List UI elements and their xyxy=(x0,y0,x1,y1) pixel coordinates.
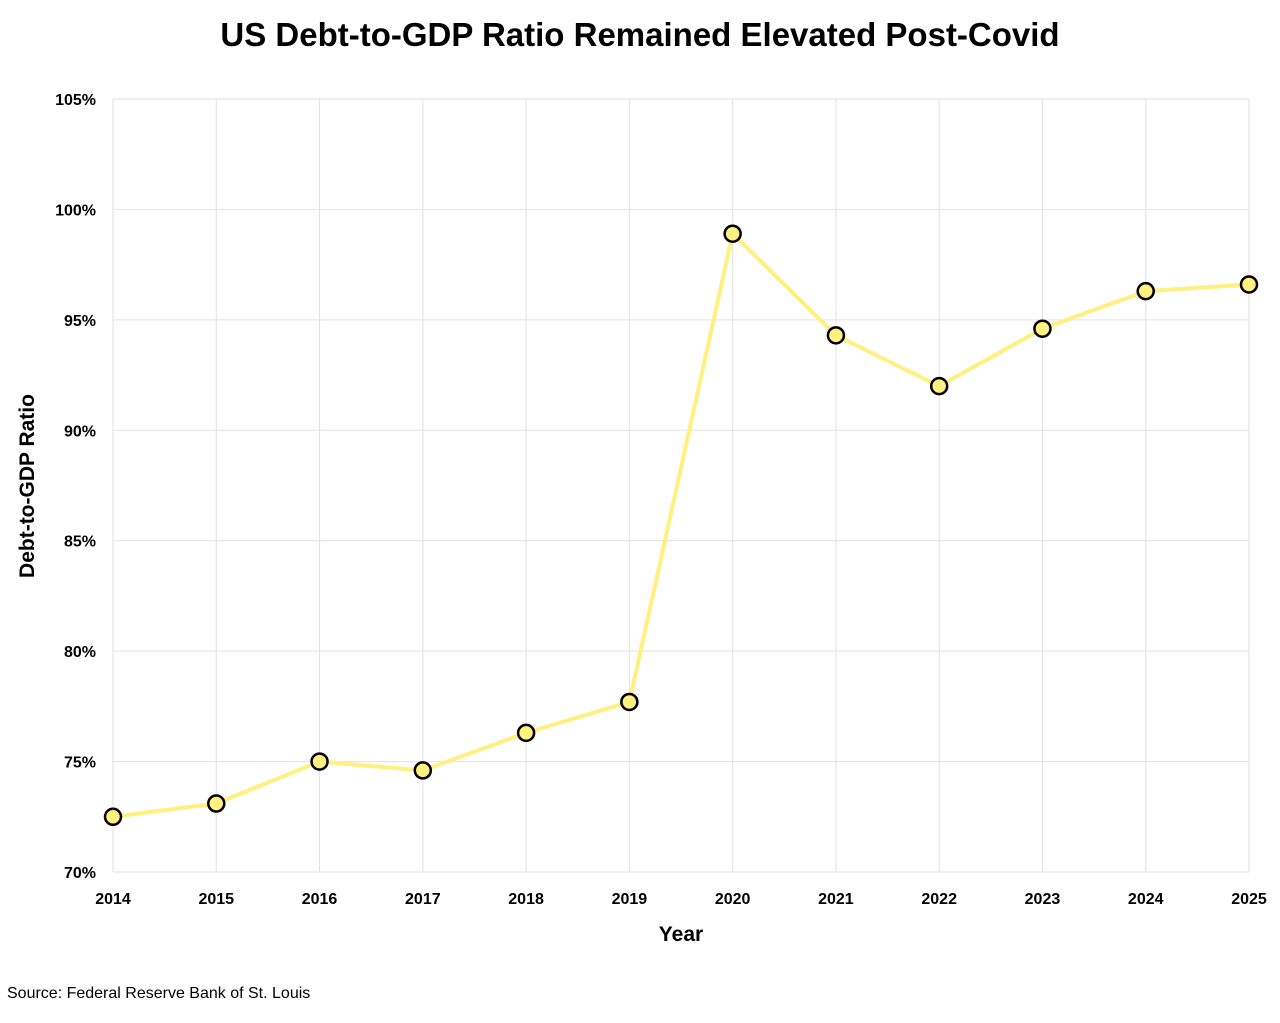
data-point-2020 xyxy=(723,224,742,243)
y-axis-ticks: 70% 75% 80% 85% 90% 95% 100% 105% xyxy=(55,92,96,882)
x-tick-label: 2018 xyxy=(508,891,544,908)
y-tick-label: 90% xyxy=(64,423,96,440)
x-axis-ticks: 2014 2015 2016 2017 2018 2019 2020 2021 2022 2023… xyxy=(95,891,1267,908)
data-point-2018 xyxy=(516,723,536,743)
y-tick-label: 105% xyxy=(55,92,96,109)
chart-title: US Debt-to-GDP Ratio Remained Elevated P… xyxy=(220,16,1059,53)
x-tick-label: 2022 xyxy=(921,891,957,908)
y-tick-label: 100% xyxy=(55,202,96,219)
x-tick-label: 2023 xyxy=(1025,891,1061,908)
series-debt-to-gdp xyxy=(103,224,1259,827)
x-tick-label: 2017 xyxy=(405,891,441,908)
y-tick-label: 95% xyxy=(64,313,96,330)
data-point-2023 xyxy=(1033,319,1052,338)
x-tick-label: 2020 xyxy=(715,891,751,908)
data-point-2019 xyxy=(620,692,639,712)
data-point-2022 xyxy=(929,376,949,396)
x-axis-title: Year xyxy=(659,923,703,946)
x-tick-label: 2015 xyxy=(198,891,234,908)
data-point-2025 xyxy=(1239,275,1259,294)
y-tick-label: 75% xyxy=(64,755,96,772)
y-axis-title: Debt-to-GDP Ratio xyxy=(16,394,39,578)
grid-lines xyxy=(112,98,1250,873)
series-line xyxy=(111,231,1251,819)
x-tick-label: 2024 xyxy=(1128,891,1164,908)
x-tick-label: 2019 xyxy=(612,891,648,908)
x-tick-label: 2021 xyxy=(818,891,854,908)
data-point-2015 xyxy=(207,794,226,813)
data-point-2014 xyxy=(103,807,123,827)
y-tick-label: 80% xyxy=(64,644,96,661)
x-tick-label: 2025 xyxy=(1231,891,1267,908)
x-tick-label: 2014 xyxy=(95,891,131,908)
data-point-2021 xyxy=(826,326,846,345)
y-tick-label: 85% xyxy=(64,534,96,551)
data-point-2017 xyxy=(413,761,433,780)
x-tick-label: 2016 xyxy=(302,891,338,908)
source-note: Source: Federal Reserve Bank of St. Loui… xyxy=(7,985,310,1002)
data-point-2016 xyxy=(310,752,329,771)
data-point-2024 xyxy=(1136,281,1155,301)
y-tick-label: 70% xyxy=(64,865,96,882)
